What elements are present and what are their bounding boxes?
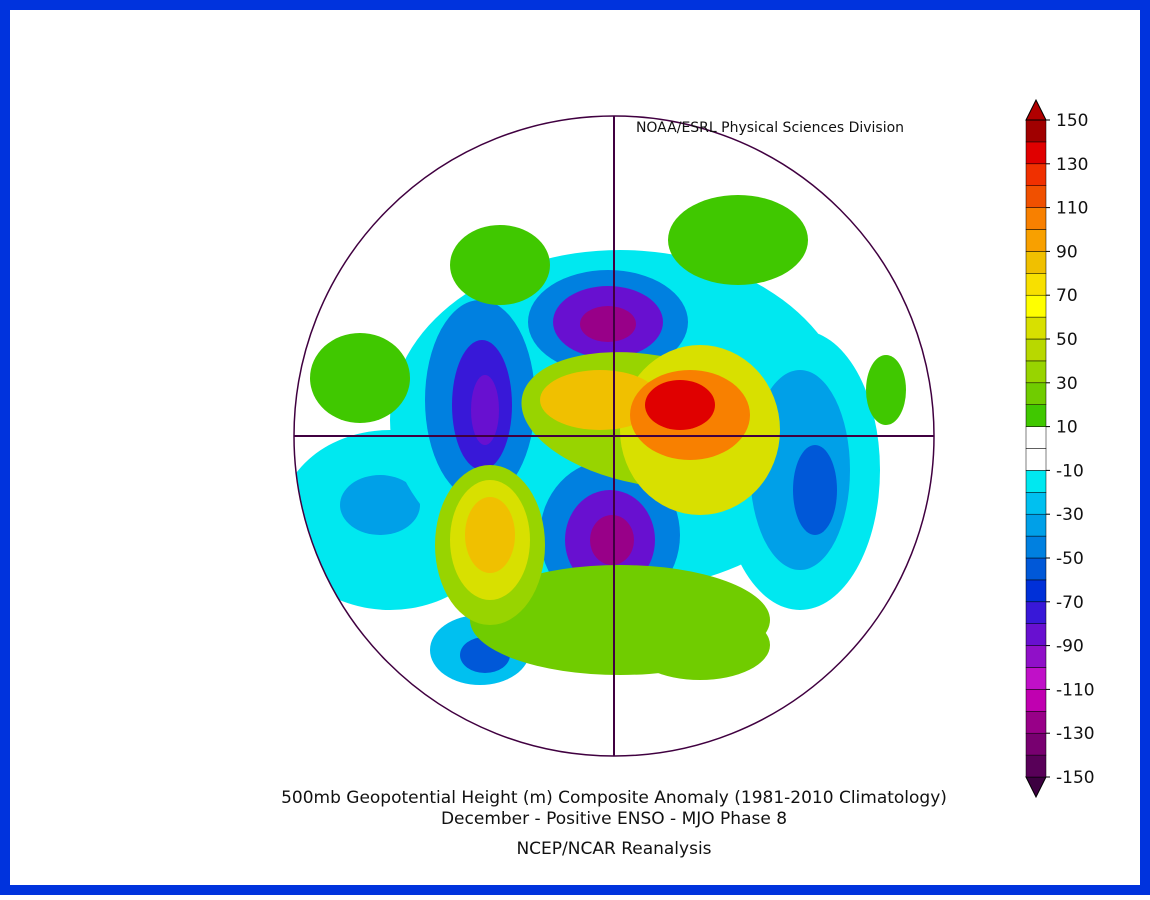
colorbar-label: 150: [1056, 111, 1088, 131]
colorbar-label: -90: [1056, 637, 1084, 657]
colorbar-band: [1025, 601, 1047, 624]
colorbar-label: -50: [1056, 549, 1084, 569]
colorbar-band: [1025, 229, 1047, 252]
colorbar-band: [1025, 448, 1047, 471]
colorbar-band: [1025, 645, 1047, 668]
colorbar-label: -110: [1056, 680, 1095, 700]
colorbar-label: -30: [1056, 505, 1084, 525]
colorbar-band: [1025, 119, 1047, 143]
colorbar-band: [1025, 754, 1047, 778]
colorbar-band: [1025, 163, 1047, 186]
colorbar-label: 10: [1056, 418, 1078, 438]
colorbar-band: [1025, 667, 1047, 690]
colorbar-label: 50: [1056, 330, 1078, 350]
colorbar-label: -10: [1056, 461, 1084, 481]
colorbar-label: -70: [1056, 593, 1084, 613]
map-outline: [293, 115, 935, 757]
colorbar-band: [1025, 316, 1047, 340]
colorbar-label: 130: [1056, 155, 1088, 175]
colorbar-band: [1025, 579, 1047, 603]
colorbar-band: [1025, 404, 1047, 427]
colorbar-over: [1025, 98, 1047, 121]
subtitle: December - Positive ENSO - MJO Phase 8: [441, 809, 787, 829]
colorbar-band: [1025, 513, 1047, 537]
credit: NOAA/ESRL Physical Sciences Division: [636, 120, 904, 136]
colorbar-label: 30: [1056, 374, 1078, 394]
colorbar-band: [1025, 623, 1047, 646]
colorbar-band: [1025, 689, 1047, 712]
colorbar-label: -130: [1056, 724, 1095, 744]
map: [294, 116, 934, 756]
colorbar-band: [1025, 492, 1047, 515]
colorbar-band: [1025, 711, 1047, 734]
colorbar-band: [1025, 470, 1047, 493]
colorbar-band: [1025, 360, 1047, 384]
colorbar-band: [1025, 535, 1047, 559]
colorbar-band: [1025, 185, 1047, 208]
title: 500mb Geopotential Height (m) Composite …: [281, 788, 947, 808]
colorbar-band: [1025, 557, 1047, 581]
colorbar-label: 90: [1056, 242, 1078, 262]
colorbar: 150 130 110 90 70 50 30 10 -10 -30 -50 -70 -90 -110 -1…: [1025, 98, 1095, 799]
colorbar-band: [1025, 273, 1047, 296]
colorbar-band: [1025, 207, 1047, 230]
colorbar-band: [1025, 732, 1047, 756]
colorbar-band: [1025, 141, 1047, 165]
colorbar-band: [1025, 251, 1047, 274]
colorbar-band: [1025, 382, 1047, 405]
colorbar-band: [1025, 426, 1047, 449]
colorbar-band: [1025, 338, 1047, 362]
colorbar-label: 110: [1056, 199, 1088, 219]
colorbar-band: [1025, 294, 1047, 318]
colorbar-label: -150: [1056, 768, 1095, 788]
source: NCEP/NCAR Reanalysis: [516, 839, 711, 859]
colorbar-label: 70: [1056, 286, 1078, 306]
